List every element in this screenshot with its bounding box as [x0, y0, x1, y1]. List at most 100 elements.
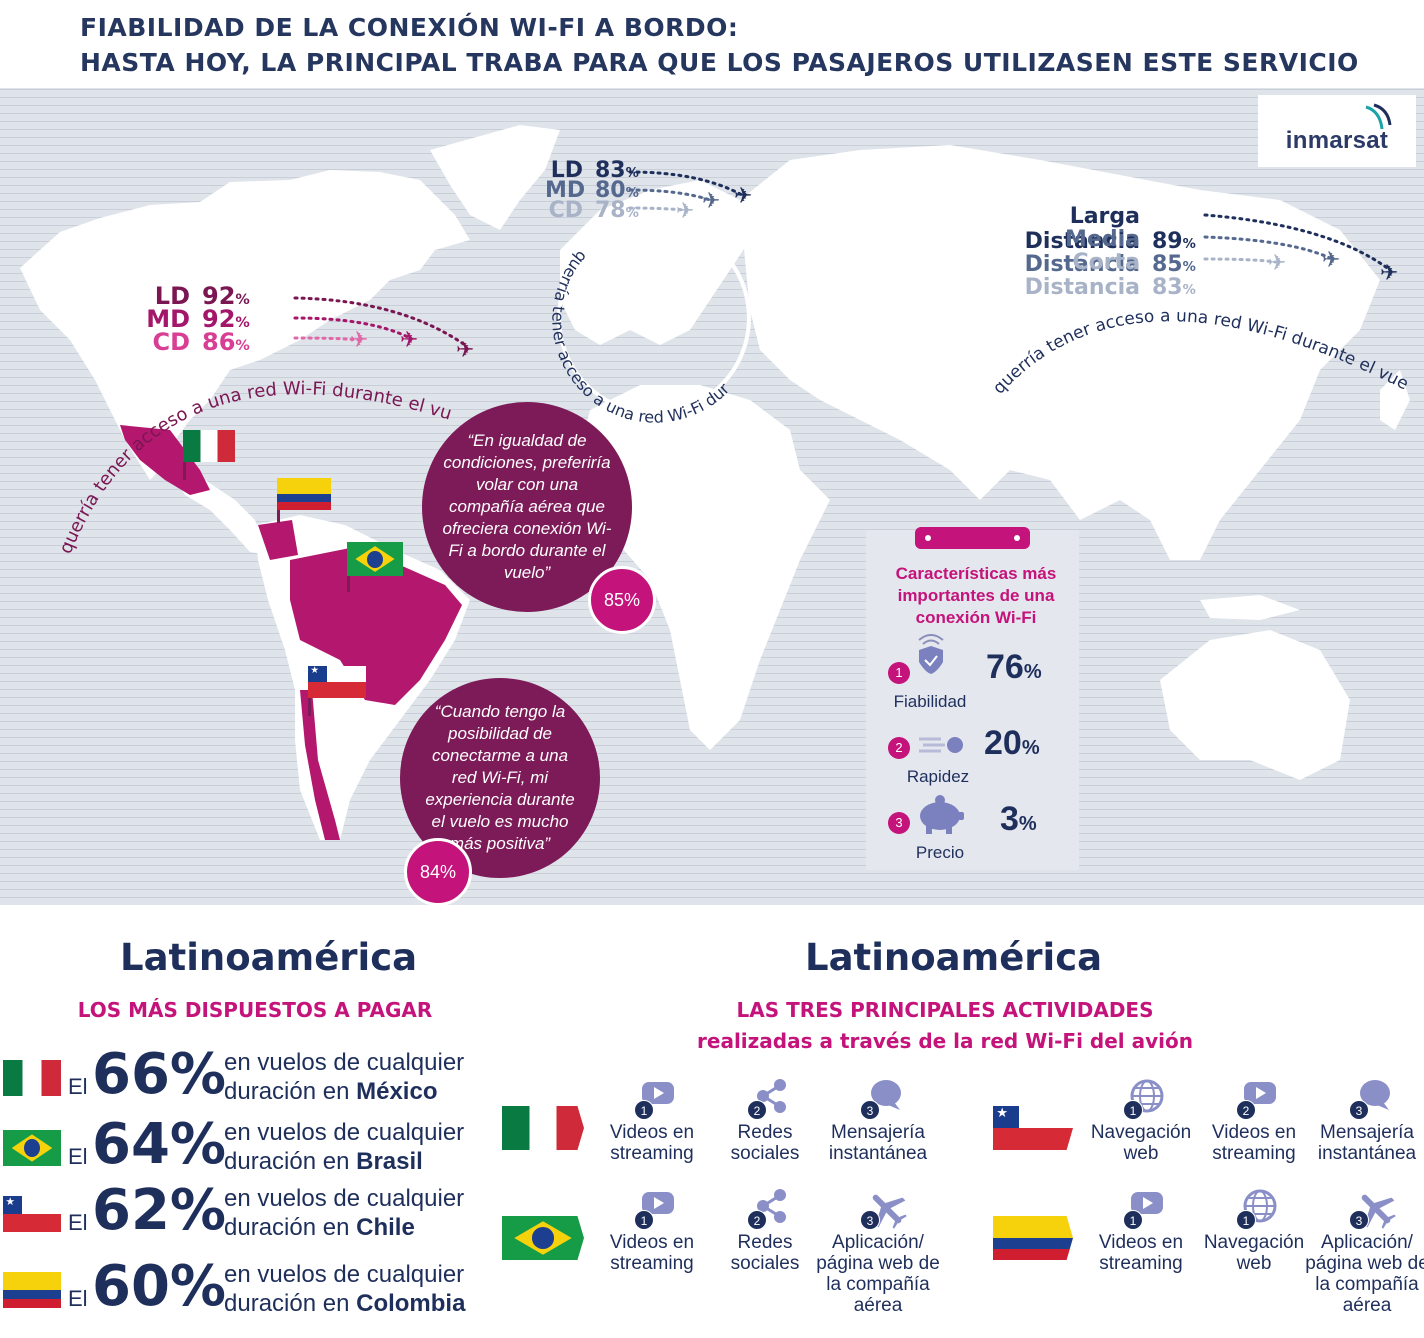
speed-ball-icon	[919, 737, 963, 753]
pay-desc-text: en vuelos de cualquier duración en	[224, 1049, 465, 1105]
value-unit: %	[1021, 737, 1040, 759]
world-map-panel: ✈ ✈ ✈ ✈ ✈ ✈ ✈ ✈ ✈ querría tener acceso a…	[0, 88, 1424, 905]
plane-icon: ✈	[702, 188, 720, 213]
activity-label: Videos en streaming	[1098, 1232, 1184, 1274]
share-icon	[753, 1078, 789, 1119]
activity-number: 2	[1236, 1100, 1256, 1120]
row-label: LD	[550, 158, 583, 183]
activity-number: 2	[747, 1210, 767, 1230]
americas-row-ld: LD 92%	[140, 282, 250, 310]
africa-shape	[580, 385, 830, 750]
row-unit: %	[625, 206, 639, 221]
plane-icon: ✈	[734, 183, 752, 208]
mexico-flag-icon	[183, 430, 235, 462]
plane-icon: ✈	[456, 337, 474, 362]
pay-desc-text: en vuelos de cualquier duración en	[224, 1119, 465, 1175]
row-label: Larga Distancia	[1024, 204, 1140, 254]
row-label: MD	[545, 178, 586, 203]
plane-icon: ✈	[1322, 247, 1340, 272]
share-icon	[753, 1188, 789, 1229]
activity-label: Redes sociales	[730, 1122, 800, 1164]
value-unit: %	[1018, 813, 1037, 835]
pay-country: Brasil	[356, 1148, 423, 1175]
activity-number: 1	[634, 1210, 654, 1230]
row-label: CD	[152, 328, 190, 356]
quote-text: “En igualdad de condiciones, preferiría …	[442, 431, 612, 582]
colombia-flag-icon	[3, 1272, 61, 1308]
pay-pct: 66%	[92, 1042, 227, 1107]
plane-icon: ✈	[1380, 260, 1398, 285]
activity-number: 3	[1349, 1100, 1369, 1120]
pay-prefix: El	[68, 1144, 88, 1169]
pay-prefix: El	[68, 1286, 88, 1311]
quote-pct-1: 85%	[588, 566, 656, 634]
row-unit: %	[1182, 237, 1196, 252]
row-unit: %	[235, 315, 250, 331]
americas-row-md: MD 92%	[140, 305, 250, 333]
activity-number: 2	[747, 1100, 767, 1120]
pay-row-mexico: El 66% en vuelos de cualquier duración e…	[0, 1042, 500, 1108]
pay-pct: 64%	[92, 1112, 227, 1177]
video-play-icon	[640, 1078, 676, 1113]
australia-shape	[1160, 630, 1350, 780]
row-value: 85	[1152, 252, 1183, 277]
chile-flag-icon	[993, 1106, 1073, 1150]
plane-icon: ✈	[1268, 250, 1286, 275]
activity-label: Videos en streaming	[1211, 1122, 1297, 1164]
americas-row-cd: CD 86%	[140, 328, 249, 356]
row-value: 92	[202, 282, 236, 310]
chile-flag-icon	[308, 665, 366, 698]
activity-number: 3	[1349, 1210, 1369, 1230]
pay-row-brasil: El 64% en vuelos de cualquier duración e…	[0, 1112, 500, 1178]
brazil-flag-icon	[502, 1216, 584, 1260]
quote-pct-value: 84%	[419, 861, 457, 882]
feature-value: 76%	[986, 648, 1042, 687]
activity-label: Mensajería instantánea	[1317, 1122, 1417, 1164]
activity-label: Mensajería instantánea	[828, 1122, 928, 1164]
pay-desc: en vuelos de cualquier duración en Méxic…	[224, 1048, 494, 1106]
features-title: Características más importantes de una c…	[895, 564, 1057, 627]
row-unit: %	[625, 186, 639, 201]
row-unit: %	[1182, 260, 1196, 275]
europe-circle	[557, 221, 751, 415]
quote-bubble-1: “En igualdad de condiciones, preferiría …	[422, 402, 632, 612]
inmarsat-logo: inmarsat	[1258, 95, 1416, 167]
row-label: LD	[154, 282, 190, 310]
row-value: 89	[1152, 229, 1183, 254]
row-label: MD	[146, 305, 190, 333]
pay-row-chile: El 62% en vuelos de cualquier duración e…	[0, 1178, 500, 1244]
row-value: 78	[595, 198, 626, 223]
activity-number: 1	[1123, 1210, 1143, 1230]
activity-label: Navegación web	[1203, 1232, 1305, 1274]
chat-bubble-icon	[866, 1078, 902, 1117]
header: FIABILIDAD DE LA CONEXIÓN WI-FI A BORDO:…	[0, 0, 1424, 88]
pay-prefix: El	[68, 1074, 88, 1099]
feature-value: 20%	[984, 724, 1040, 763]
left-section-subtitle: LOS MÁS DISPUESTOS A PAGAR	[77, 998, 433, 1022]
airplane-icon	[1355, 1188, 1397, 1235]
row-label: Corta Distancia	[1024, 250, 1140, 300]
pay-country: Chile	[356, 1214, 415, 1241]
inmarsat-swoosh-icon	[1365, 103, 1392, 130]
pay-desc: en vuelos de cualquier duración en Brasi…	[224, 1118, 494, 1176]
asia-row-ld: Larga Distancia 89%	[975, 204, 1196, 254]
value-number: 20	[984, 724, 1022, 762]
asia-shape	[740, 145, 1380, 560]
row-value: 83	[1152, 275, 1183, 300]
mexico-flag-icon	[502, 1106, 584, 1150]
right-section-title: Latinoamérica	[805, 936, 1103, 979]
activity-label: Navegación web	[1090, 1122, 1192, 1164]
europe-shape	[560, 180, 750, 345]
value-unit: %	[1023, 661, 1042, 683]
video-play-icon	[640, 1188, 676, 1223]
indonesia-shape	[1200, 595, 1300, 620]
row-value: 92	[202, 305, 236, 333]
chat-bubble-icon	[1355, 1078, 1391, 1117]
japan-shape	[1380, 370, 1410, 430]
mexico-flag-icon	[3, 1060, 61, 1096]
feature-number: 3	[888, 812, 910, 834]
pay-desc: en vuelos de cualquier duración en Colom…	[224, 1260, 494, 1318]
activity-number: 1	[634, 1100, 654, 1120]
asia-row-md: Media Distancia 85%	[975, 227, 1196, 277]
colombia-highlight	[258, 520, 298, 560]
